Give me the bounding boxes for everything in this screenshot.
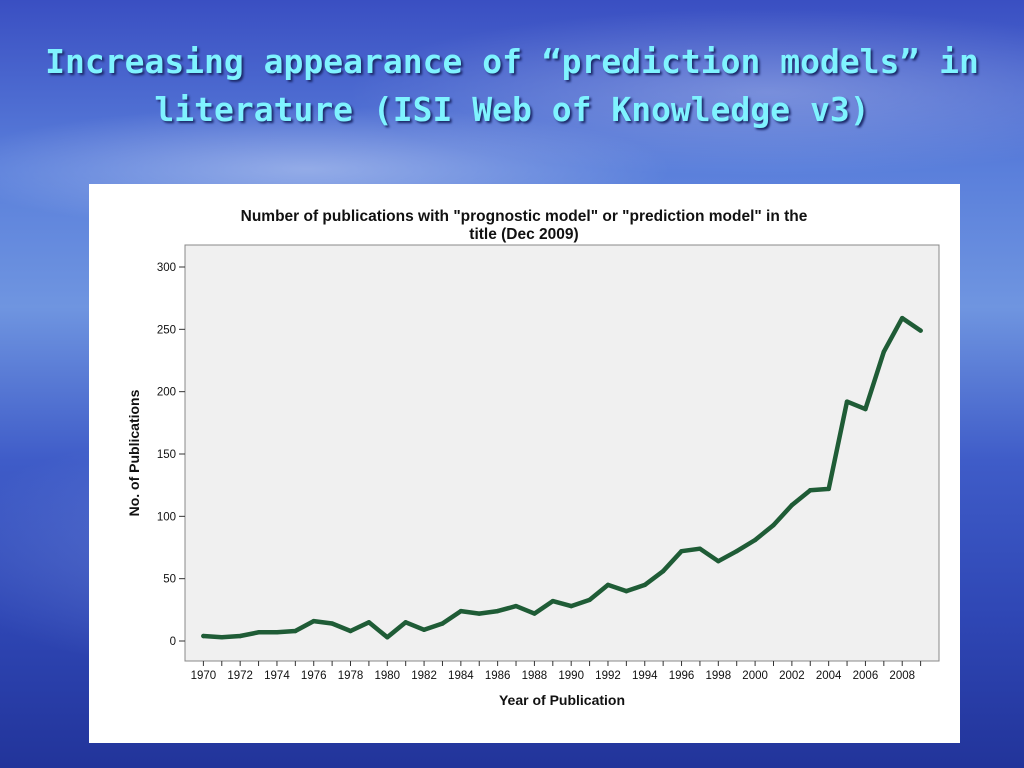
x-tick-label: 1996 xyxy=(669,670,695,682)
x-tick-label: 1986 xyxy=(485,670,511,682)
data-point xyxy=(495,608,500,614)
x-tick-label: 1978 xyxy=(338,670,364,682)
data-point xyxy=(900,315,905,321)
data-point xyxy=(679,549,684,554)
x-tick-label: 1988 xyxy=(522,670,548,682)
data-point xyxy=(348,628,353,634)
data-point xyxy=(477,611,482,616)
data-point xyxy=(605,582,611,588)
data-point xyxy=(826,486,831,492)
data-point xyxy=(697,546,703,551)
data-point xyxy=(532,611,537,616)
data-point xyxy=(844,399,850,404)
y-tick-label: 200 xyxy=(157,387,176,399)
data-point xyxy=(789,502,795,508)
x-tick-label: 2004 xyxy=(816,670,842,682)
data-point xyxy=(624,588,629,594)
x-tick-label: 2000 xyxy=(742,670,768,682)
data-point xyxy=(660,568,666,574)
x-tick-label: 1998 xyxy=(706,670,732,682)
x-tick-label: 1984 xyxy=(448,670,474,682)
data-point xyxy=(918,328,923,333)
data-point xyxy=(550,598,556,604)
data-point xyxy=(863,406,868,412)
data-points xyxy=(201,315,923,640)
data-point xyxy=(237,633,243,639)
data-point xyxy=(513,603,519,609)
line-chart: Number of publications with "prognostic … xyxy=(126,208,940,708)
data-point xyxy=(642,582,647,588)
x-tick-label: 2002 xyxy=(779,670,805,682)
data-point xyxy=(458,608,464,614)
y-tick-label: 50 xyxy=(163,574,176,586)
y-tick-label: 100 xyxy=(157,511,176,523)
data-point xyxy=(587,597,592,603)
data-point xyxy=(311,618,316,624)
x-tick-label: 2008 xyxy=(889,670,915,682)
y-axis: 0 50 100 150 200 250 300 xyxy=(157,262,185,648)
x-tick-label: 1980 xyxy=(374,670,400,682)
y-tick-label: 150 xyxy=(157,449,176,461)
x-axis: 1970 1972 1974 1976 1978 1980 1982 1984 1986 1988… xyxy=(191,661,922,682)
y-tick-label: 250 xyxy=(157,324,176,336)
chart-title-line-2: title (Dec 2009) xyxy=(469,226,578,243)
data-point xyxy=(201,633,206,639)
chart-panel: Number of publications with "prognostic … xyxy=(89,184,960,743)
x-tick-label: 1994 xyxy=(632,670,658,682)
data-point xyxy=(808,487,813,493)
data-point xyxy=(752,537,758,543)
x-tick-label: 1990 xyxy=(558,670,584,682)
slide-title-line-2: literature (ISI Web of Knowledge v3) xyxy=(154,90,870,129)
data-point xyxy=(881,349,887,354)
plot-area xyxy=(184,244,940,662)
data-point xyxy=(366,620,372,625)
data-point xyxy=(568,603,574,609)
y-axis-label: No. of Publications xyxy=(126,389,142,516)
data-point xyxy=(293,628,298,634)
y-tick-label: 300 xyxy=(157,262,176,274)
series-line-publications xyxy=(201,315,923,640)
data-point xyxy=(256,630,261,635)
x-tick-label: 1982 xyxy=(411,670,437,682)
data-point xyxy=(274,630,280,635)
y-tick-label: 0 xyxy=(170,636,176,648)
data-point xyxy=(385,635,390,640)
data-point xyxy=(421,627,427,632)
data-point xyxy=(440,621,445,626)
x-tick-label: 1974 xyxy=(264,670,290,682)
x-tick-label: 1970 xyxy=(191,670,217,682)
slide-title: Increasing appearance of “prediction mod… xyxy=(0,38,1024,134)
slide-title-line-1: Increasing appearance of “prediction mod… xyxy=(45,42,979,81)
x-tick-label: 1972 xyxy=(227,670,253,682)
x-tick-label: 2006 xyxy=(853,670,879,682)
data-point xyxy=(329,621,335,626)
data-point xyxy=(771,522,776,528)
data-point xyxy=(219,635,224,640)
data-point xyxy=(734,549,739,554)
x-axis-label: Year of Publication xyxy=(499,692,625,708)
x-tick-label: 1992 xyxy=(595,670,621,682)
x-tick-label: 1976 xyxy=(301,670,327,682)
data-point xyxy=(716,559,721,564)
chart-title-line-1: Number of publications with "prognostic … xyxy=(241,208,808,225)
data-point xyxy=(403,620,408,625)
